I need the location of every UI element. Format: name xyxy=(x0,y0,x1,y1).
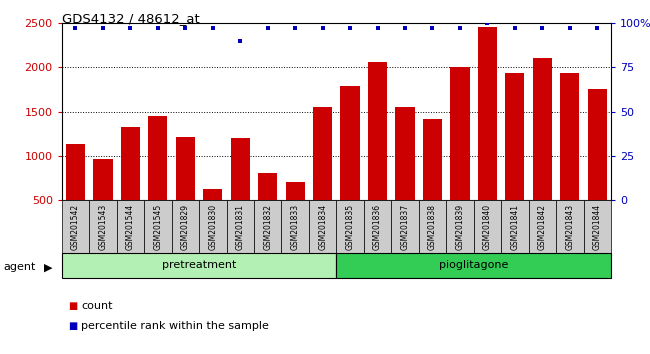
Bar xyxy=(254,200,281,253)
Bar xyxy=(313,107,332,200)
Point xyxy=(372,25,383,31)
Text: pretreatment: pretreatment xyxy=(162,261,236,270)
Bar xyxy=(203,189,222,200)
Bar xyxy=(337,253,611,278)
Point xyxy=(537,25,547,31)
Bar xyxy=(172,200,199,253)
Point xyxy=(70,25,81,31)
Text: ▶: ▶ xyxy=(44,262,53,272)
Bar xyxy=(94,159,112,200)
Bar xyxy=(231,138,250,200)
Text: GSM201829: GSM201829 xyxy=(181,204,190,250)
Bar xyxy=(588,89,607,200)
Text: GSM201839: GSM201839 xyxy=(456,204,465,250)
Bar xyxy=(556,200,584,253)
Text: GSM201544: GSM201544 xyxy=(126,204,135,250)
Text: agent: agent xyxy=(3,262,36,272)
Bar xyxy=(341,86,359,200)
Point xyxy=(207,25,218,31)
Point xyxy=(592,25,603,31)
Bar xyxy=(584,200,611,253)
Bar xyxy=(285,182,305,200)
Bar xyxy=(446,200,474,253)
Bar xyxy=(66,144,85,200)
Point xyxy=(235,38,246,44)
Text: GSM201836: GSM201836 xyxy=(373,204,382,250)
Bar xyxy=(199,200,227,253)
Bar xyxy=(176,137,195,200)
Bar xyxy=(117,200,144,253)
Point xyxy=(565,25,575,31)
Text: GSM201841: GSM201841 xyxy=(510,204,519,250)
Bar xyxy=(450,67,469,200)
Bar xyxy=(419,200,446,253)
Text: GSM201843: GSM201843 xyxy=(566,204,575,250)
Text: GSM201840: GSM201840 xyxy=(483,204,492,250)
Point xyxy=(510,25,520,31)
Text: GSM201831: GSM201831 xyxy=(236,204,245,250)
Text: GSM201542: GSM201542 xyxy=(71,204,80,250)
Text: GDS4132 / 48612_at: GDS4132 / 48612_at xyxy=(62,12,200,25)
Point xyxy=(125,25,136,31)
Bar xyxy=(144,200,172,253)
Text: GSM201834: GSM201834 xyxy=(318,204,327,250)
Text: GSM201545: GSM201545 xyxy=(153,204,162,250)
Bar xyxy=(281,200,309,253)
Bar xyxy=(337,200,364,253)
Bar xyxy=(395,107,415,200)
Bar xyxy=(89,200,117,253)
Bar xyxy=(505,73,525,200)
Text: GSM201837: GSM201837 xyxy=(400,204,410,250)
Text: ■: ■ xyxy=(68,301,77,311)
Point xyxy=(317,25,328,31)
Point xyxy=(400,25,410,31)
Text: GSM201543: GSM201543 xyxy=(98,204,107,250)
Text: GSM201833: GSM201833 xyxy=(291,204,300,250)
Point xyxy=(98,25,108,31)
Bar xyxy=(227,200,254,253)
Bar xyxy=(533,57,552,200)
Point xyxy=(180,25,190,31)
Point xyxy=(427,25,437,31)
Bar xyxy=(528,200,556,253)
Bar xyxy=(364,200,391,253)
Point xyxy=(263,25,273,31)
Bar xyxy=(121,127,140,200)
Bar xyxy=(62,253,337,278)
Bar xyxy=(148,116,168,200)
Text: ■: ■ xyxy=(68,321,77,331)
Point xyxy=(153,25,163,31)
Bar xyxy=(62,200,89,253)
Point xyxy=(345,25,356,31)
Text: GSM201838: GSM201838 xyxy=(428,204,437,250)
Point xyxy=(290,25,300,31)
Bar xyxy=(560,73,579,200)
Bar xyxy=(368,62,387,200)
Point xyxy=(482,20,493,26)
Bar xyxy=(309,200,337,253)
Text: pioglitagone: pioglitagone xyxy=(439,261,508,270)
Text: count: count xyxy=(81,301,112,311)
Text: GSM201830: GSM201830 xyxy=(208,204,217,250)
Text: GSM201835: GSM201835 xyxy=(346,204,355,250)
Bar xyxy=(258,172,278,200)
Bar xyxy=(501,200,528,253)
Bar xyxy=(423,119,442,200)
Bar xyxy=(391,200,419,253)
Text: GSM201844: GSM201844 xyxy=(593,204,602,250)
Bar xyxy=(474,200,501,253)
Point xyxy=(455,25,465,31)
Text: GSM201832: GSM201832 xyxy=(263,204,272,250)
Text: percentile rank within the sample: percentile rank within the sample xyxy=(81,321,269,331)
Text: GSM201842: GSM201842 xyxy=(538,204,547,250)
Bar xyxy=(478,28,497,200)
